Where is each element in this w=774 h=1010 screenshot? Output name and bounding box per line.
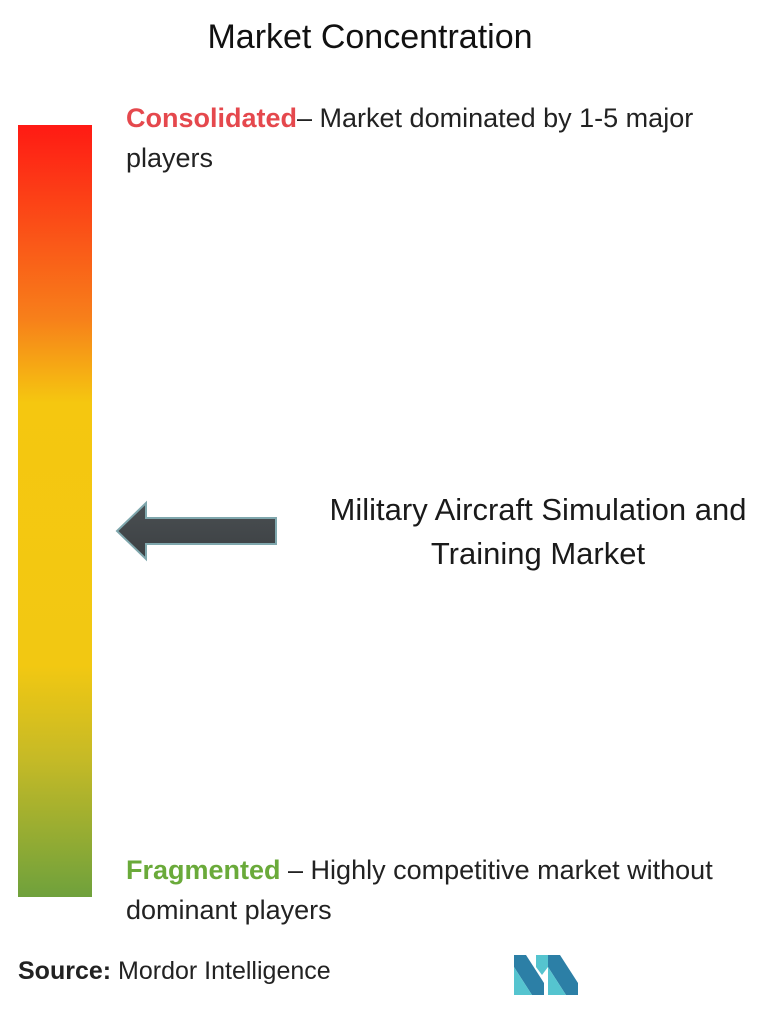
consolidated-keyword: Consolidated: [126, 103, 298, 133]
fragmented-label: Fragmented – Highly competitive market w…: [126, 850, 746, 930]
left-arrow-icon: [115, 500, 277, 562]
fragmented-keyword: Fragmented: [126, 855, 281, 885]
source-text: Mordor Intelligence: [111, 957, 331, 985]
source-label: Source:: [18, 957, 112, 985]
concentration-gradient-bar: [18, 125, 92, 897]
market-name-label: Military Aircraft Simulation and Trainin…: [329, 492, 747, 571]
source-credit: Source: Mordor Intelligence: [18, 957, 331, 986]
mordor-intelligence-logo: [514, 955, 578, 995]
chart-title: Market Concentration: [207, 18, 533, 56]
consolidated-label: Consolidated– Market dominated by 1-5 ma…: [126, 98, 726, 178]
fragmented-description: – Highly competitive market without domi…: [126, 855, 713, 925]
consolidated-description: – Market dominated by 1-5 major players: [126, 103, 694, 173]
